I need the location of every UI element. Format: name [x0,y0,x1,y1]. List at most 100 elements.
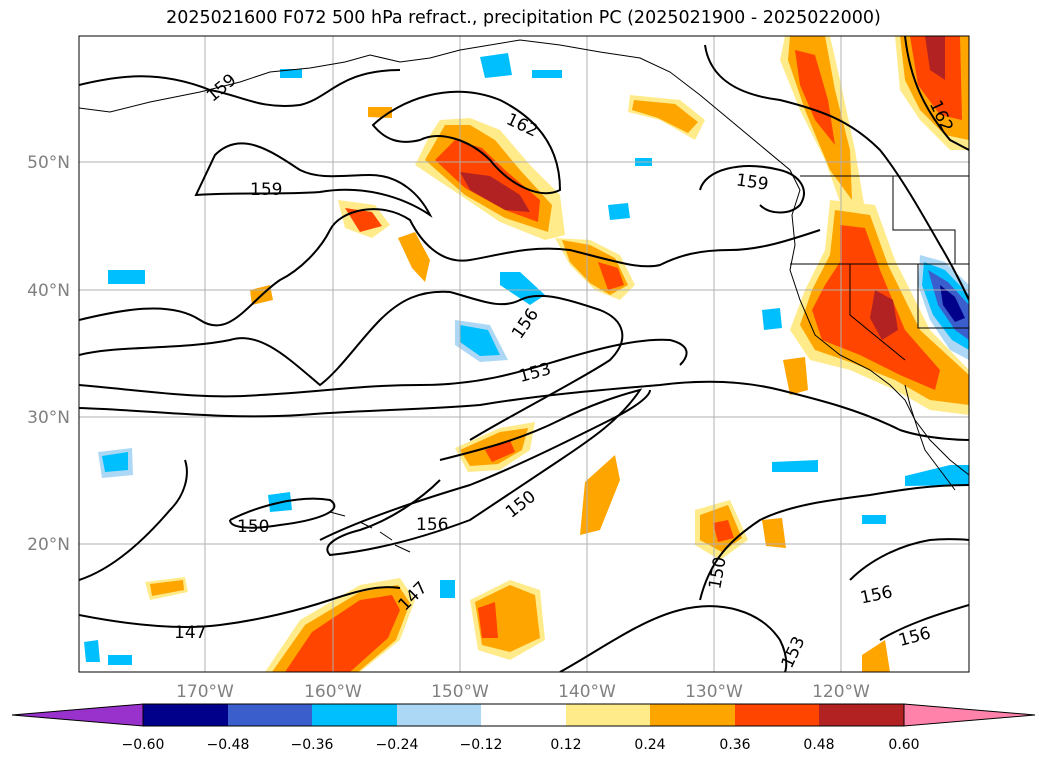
height-contours [79,36,969,672]
precip-area [772,460,818,472]
contour-156-south [79,290,624,441]
contour-159-east [699,165,805,214]
precip-area [762,518,786,548]
colorbar-segment [143,704,228,726]
coastline-baja [904,384,956,491]
colorbar-label: 0.24 [634,737,665,753]
precip-area [280,69,302,78]
contour-150 [79,380,969,441]
colorbar-label: −0.12 [460,737,503,753]
colorbar-label: −0.24 [376,737,419,753]
contour-162-east [904,36,969,151]
contour-156-se [849,538,969,581]
precip-area [598,262,624,290]
precip-area [460,325,500,356]
colorbar-label: 0.60 [888,737,919,753]
precip-area [925,36,945,80]
precip-area [84,640,100,662]
precip-area [905,465,969,486]
precip-area [398,232,430,282]
lat-tick: 40°N [27,281,70,301]
border-state [917,264,969,329]
lon-tick: 160°W [304,682,362,702]
contour-156-band [319,389,651,541]
border-state [892,176,956,264]
precip-area [862,515,886,524]
map-panel: 159 159 162 159 162 156 153 150 150 156 … [79,36,969,672]
contour-162 [371,90,562,195]
precip-area [108,270,145,284]
colorbar-segment [228,704,312,726]
precip-area [480,53,512,78]
contour-159-north-east [704,44,969,301]
contour-label: 150 [237,517,269,537]
precip-area [345,208,382,232]
border-state [849,264,906,361]
contour-150-s [699,484,969,601]
colorbar-segment [735,704,819,726]
precip-area [795,50,835,145]
precip-area [108,655,132,665]
colorbar-segment [650,704,735,726]
contour-label: 156 [416,515,448,535]
contour-150-sw [229,497,336,529]
contour-label: 147 [174,623,206,643]
colorbar-label: −0.60 [122,737,165,753]
precip-area [632,100,698,133]
precip-area [440,580,455,598]
colorbar-label: −0.36 [291,737,334,753]
gridlines [79,36,969,672]
precip-area [460,172,530,212]
colorbar-segment [481,704,566,726]
lon-tick: 140°W [558,682,616,702]
map-title: 2025021600 F072 500 hPa refract., precip… [166,8,881,28]
precip-area [862,640,890,672]
coastline-alaska [79,39,801,191]
precip-area [762,308,782,330]
contour-147 [79,586,401,628]
precip-area [608,203,630,220]
contour-150-loop [326,388,643,557]
colorbar-segment [312,704,397,726]
colorbar: −0.60 −0.48 −0.36 −0.24 −0.12 0.12 0.24 … [11,703,1036,753]
colorbar-labels: −0.60 −0.48 −0.36 −0.24 −0.12 0.12 0.24 … [122,737,920,753]
contour-156 [79,208,821,327]
colorbar-segment [566,704,650,726]
colorbar-segment [819,704,904,726]
precip-negative-areas [84,53,969,665]
colorbar-label: −0.48 [207,737,250,753]
colorbar-label: 0.36 [719,737,750,753]
latitude-ticks: 50°N 40°N 30°N 20°N [27,153,70,555]
precip-area [580,455,620,535]
colorbar-extend-high [903,703,1036,727]
colorbar-label: 0.48 [803,737,834,753]
lon-tick: 150°W [431,682,489,702]
colorbar-frame [142,703,905,727]
map-frame [78,35,970,673]
colorbar-label: 0.12 [550,737,581,753]
precip-area [870,290,898,340]
precip-area [532,70,562,78]
contour-159-west [194,142,433,218]
contour-label: 159 [250,180,282,200]
contour-159-north [79,69,401,107]
precip-area [102,452,128,472]
contour-153-s [559,605,788,672]
precip-positive-areas [145,36,969,672]
colorbar-extend-low [11,703,144,727]
precip-area [783,357,808,395]
lon-tick: 120°W [812,682,870,702]
lon-tick: 130°W [685,682,743,702]
precip-area [910,36,962,120]
colorbar-segment [397,704,481,726]
lon-tick: 170°W [176,682,234,702]
contour-147-b [79,459,188,581]
precip-area [478,602,498,638]
lat-tick: 30°N [27,408,70,428]
precip-area [285,595,400,672]
precip-area [713,520,734,542]
longitude-ticks: 170°W 160°W 150°W 140°W 130°W 120°W [176,682,870,702]
precip-area [150,580,184,596]
contour-label: 159 [735,170,770,194]
